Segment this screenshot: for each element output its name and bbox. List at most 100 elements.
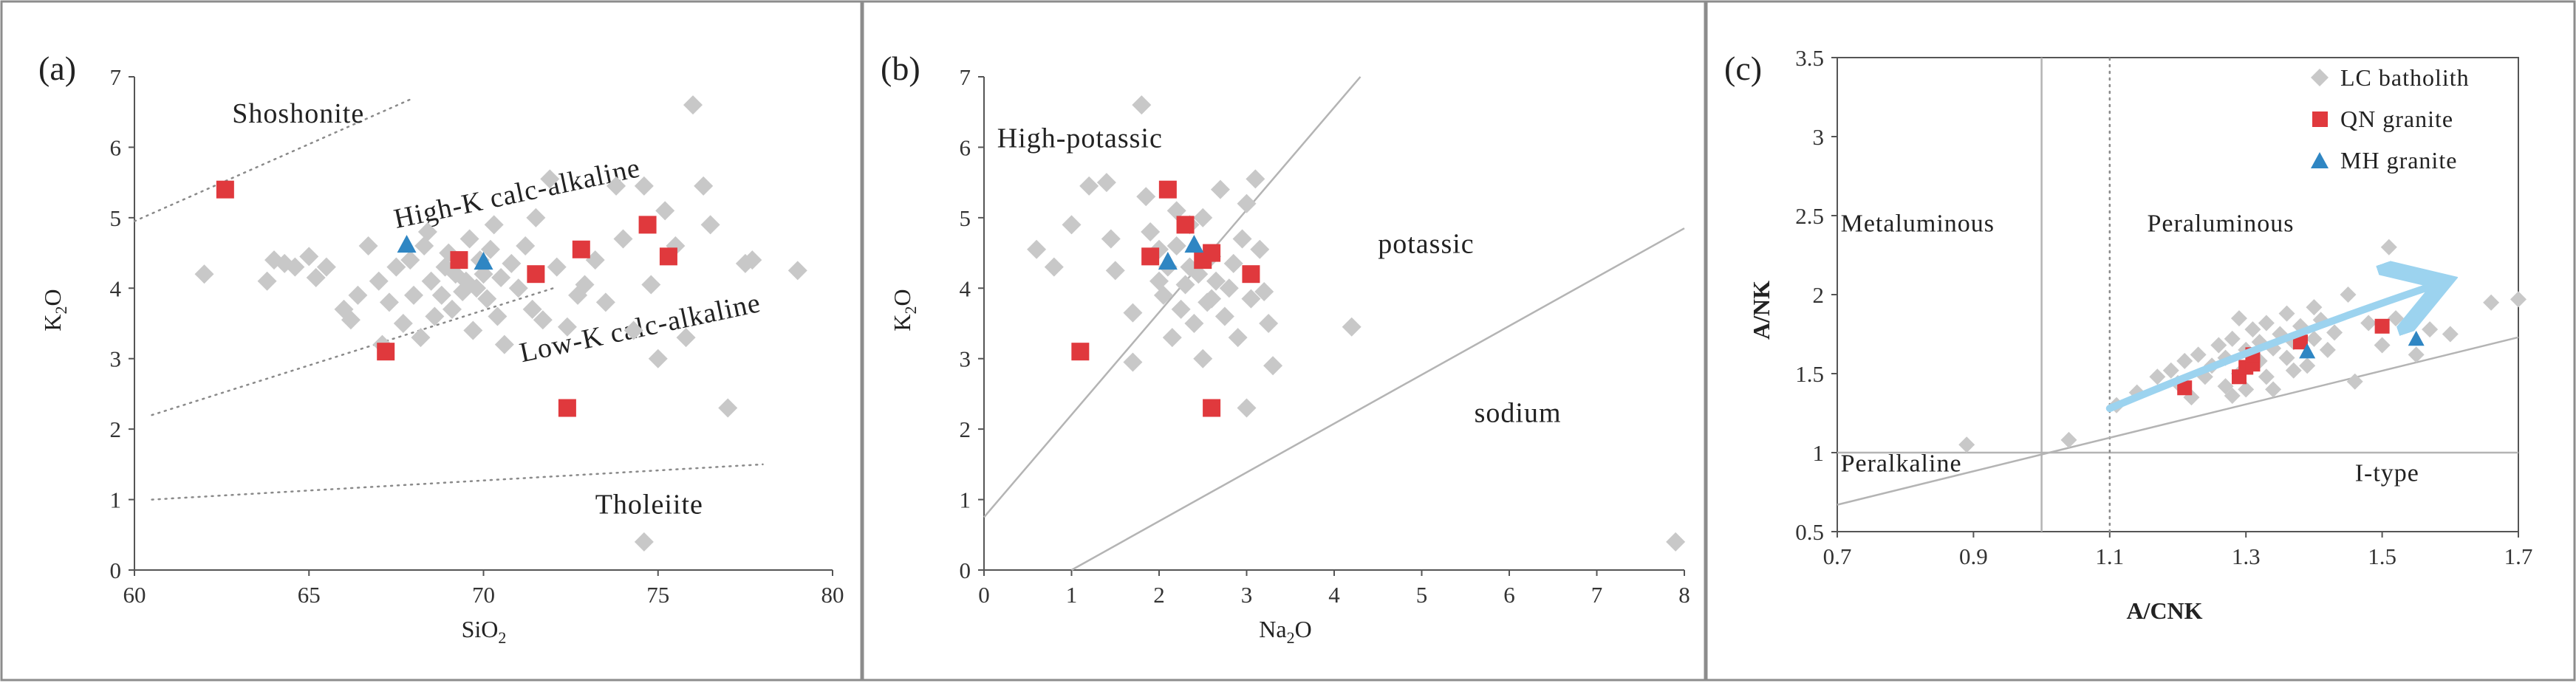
lc-batholith-point xyxy=(585,250,605,270)
plot-c-points xyxy=(1958,238,2527,453)
lc-batholith-point xyxy=(516,236,536,256)
lc-batholith-point xyxy=(488,306,508,326)
lc-batholith-point xyxy=(1079,176,1099,196)
plot-a-x-axis-label: SiO2 xyxy=(462,616,507,647)
lc-batholith-point xyxy=(2258,368,2275,385)
lc-batholith-point xyxy=(2238,381,2255,398)
y-tick-label: 2 xyxy=(1813,282,1825,308)
y-tick-label: 7 xyxy=(110,64,122,90)
lc-batholith-point xyxy=(1105,261,1125,281)
qn-granite-point xyxy=(1203,399,1221,417)
lc-batholith-point xyxy=(575,275,595,295)
lc-batholith-point xyxy=(2060,431,2077,448)
lc-batholith-point xyxy=(788,261,807,281)
lc-batholith-point xyxy=(1171,299,1191,319)
qn-granite-point xyxy=(450,251,468,270)
lc-batholith-point xyxy=(299,247,319,267)
lc-batholith-point xyxy=(613,229,633,249)
qn-granite-point xyxy=(216,180,234,199)
lc-batholith-point xyxy=(341,310,361,330)
mh-granite-point xyxy=(2299,343,2316,359)
y-tick-label: 4 xyxy=(960,275,971,301)
lc-batholith-point xyxy=(379,292,399,312)
field-label: potassic xyxy=(1378,229,1474,260)
panel-a-label: (a) xyxy=(38,49,76,87)
y-tick-label: 3 xyxy=(1813,124,1825,150)
x-tick-label: 4 xyxy=(1328,582,1340,608)
lc-batholith-point xyxy=(393,314,413,333)
y-tick-label: 1 xyxy=(1813,440,1825,466)
lc-batholith-point xyxy=(2319,341,2336,358)
lc-batholith-point xyxy=(411,328,431,348)
lc-batholith-point xyxy=(1342,317,1362,337)
qn-granite-point xyxy=(1176,216,1195,234)
lc-batholith-point xyxy=(2285,362,2302,379)
field-label: High-K calc-alkaline xyxy=(392,152,643,235)
lc-batholith-point xyxy=(1241,289,1261,309)
reference-line xyxy=(133,97,415,222)
lc-batholith-point xyxy=(1250,239,1270,259)
lc-batholith-point xyxy=(442,299,462,319)
lc-batholith-point xyxy=(1237,398,1257,418)
qn-granite-point xyxy=(1158,180,1177,199)
lc-batholith-point xyxy=(2346,373,2363,390)
plot-b: 0 1 2 3 4 5 6 7 8 0 1 2 3 4 5 6 7 High-potassic potassic s… xyxy=(889,64,1690,647)
x-tick-label: 1 xyxy=(1066,582,1078,608)
legend-lc-marker xyxy=(2311,69,2329,86)
lc-batholith-point xyxy=(683,95,703,115)
lc-batholith-point xyxy=(1153,285,1173,305)
lc-batholith-point xyxy=(2408,346,2425,363)
lc-batholith-point xyxy=(2380,238,2397,255)
x-tick-label: 1.7 xyxy=(2504,543,2533,569)
lc-batholith-point xyxy=(1206,271,1226,291)
lc-batholith-point xyxy=(2483,294,2500,311)
lc-batholith-point xyxy=(502,253,522,273)
y-tick-label: 1.5 xyxy=(1795,361,1824,387)
lc-batholith-point xyxy=(2224,330,2241,347)
lc-batholith-point xyxy=(1162,328,1182,348)
lc-batholith-point xyxy=(1246,169,1265,189)
mh-granite-point xyxy=(474,252,493,270)
lc-batholith-point xyxy=(316,257,336,277)
lc-batholith-point xyxy=(2217,378,2234,395)
legend-mh-marker xyxy=(2311,152,2329,168)
lc-batholith-point xyxy=(1101,229,1121,249)
lc-batholith-point xyxy=(2374,337,2391,354)
field-label: High-potassic xyxy=(997,123,1163,154)
panel-b-frame xyxy=(861,0,1706,682)
lc-batholith-point xyxy=(477,289,497,309)
reference-line xyxy=(151,463,764,501)
plot-c-reference-lines xyxy=(1837,56,2519,533)
lc-batholith-point xyxy=(1184,314,1204,333)
y-tick-label: 2.5 xyxy=(1795,203,1824,229)
lc-batholith-point xyxy=(358,236,378,256)
lc-batholith-point xyxy=(400,250,420,270)
panel-c-label: (c) xyxy=(1724,49,1762,87)
x-tick-label: 1.5 xyxy=(2368,543,2396,569)
lc-batholith-point xyxy=(655,201,675,221)
lc-batholith-point xyxy=(2360,315,2377,332)
lc-batholith-point xyxy=(463,320,483,340)
lc-batholith-point xyxy=(2190,346,2207,363)
qn-granite-point xyxy=(1141,247,1160,266)
lc-batholith-point xyxy=(1175,275,1195,295)
lc-batholith-point xyxy=(526,207,546,227)
lc-batholith-point xyxy=(1141,222,1161,241)
lc-batholith-point xyxy=(2299,357,2316,374)
lc-batholith-point xyxy=(1096,173,1116,193)
lc-batholith-point xyxy=(1123,303,1143,323)
x-tick-label: 1.1 xyxy=(2095,543,2124,569)
qn-granite-point xyxy=(638,216,657,234)
lc-batholith-point xyxy=(595,292,615,312)
lc-batholith-point xyxy=(1210,179,1230,199)
y-tick-label: 3.5 xyxy=(1795,45,1824,71)
plot-c-axes: 0.7 0.9 1.1 1.3 1.5 1.7 0.5 1 1.5 2 2.5 3 3.5 xyxy=(1795,45,2532,569)
lc-batholith-point xyxy=(1228,328,1248,348)
lc-batholith-point xyxy=(1232,229,1252,249)
y-tick-label: 1 xyxy=(960,487,971,513)
lc-batholith-point xyxy=(2278,349,2295,366)
qn-granite-point xyxy=(2177,380,2193,396)
lc-batholith-point xyxy=(2176,352,2193,369)
lc-batholith-point xyxy=(522,299,542,319)
lc-batholith-point xyxy=(431,285,451,305)
